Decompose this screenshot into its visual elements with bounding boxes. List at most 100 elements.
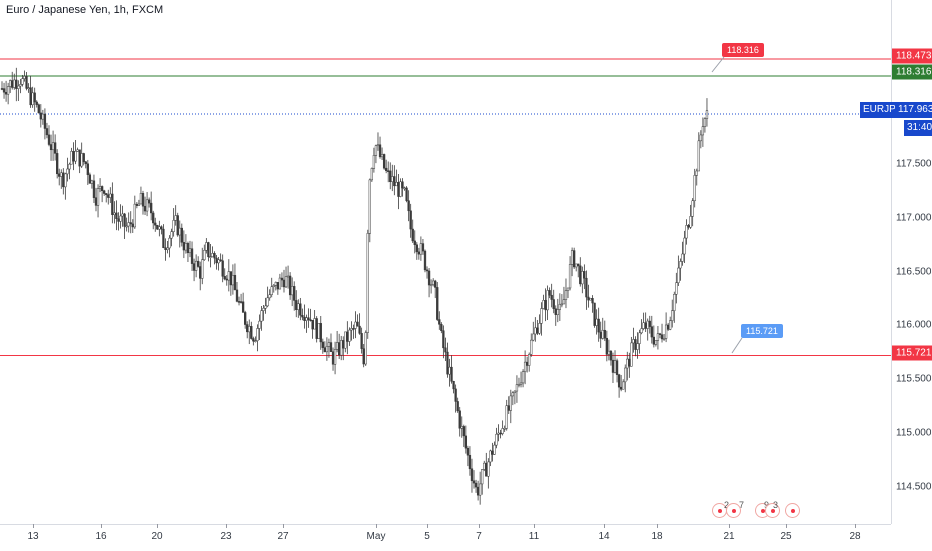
time-tick-mark [376,524,377,528]
candle [699,130,702,149]
candle [434,279,437,299]
candle [47,125,51,147]
candle [464,425,468,454]
price-axis[interactable] [891,0,932,524]
candle [90,179,94,189]
candle [111,182,114,224]
candle [380,147,384,161]
candle [260,306,263,331]
time-tick-label: 13 [27,531,39,542]
candle [172,208,175,237]
candle [389,162,392,190]
candle [564,278,568,309]
candle [43,108,47,140]
candle [607,339,611,361]
candle [634,336,637,357]
candle [640,319,643,335]
resistance-callout[interactable]: 118.316 [722,43,764,57]
candle [178,220,181,248]
candle [313,310,316,330]
candle [440,322,443,334]
candle [679,258,682,281]
time-tick-label: 20 [151,531,163,542]
candle [133,195,136,229]
candle [11,71,14,90]
candle [479,471,482,505]
candle [493,441,496,456]
candle [673,291,676,323]
candle [485,452,488,477]
candle [15,67,18,102]
candle [632,327,635,353]
time-tick-mark [604,524,605,528]
candle [209,244,212,268]
event-marker[interactable] [785,503,800,518]
candle [664,312,668,343]
candle [624,364,627,393]
candle [593,302,596,328]
candle [550,283,553,308]
time-tick-mark [534,524,535,528]
candle [156,224,159,230]
candle [530,333,533,357]
candle [630,336,633,367]
candle [291,277,294,307]
candle [372,147,376,173]
candle [683,230,686,264]
time-tick-mark [283,524,284,528]
candle [448,358,451,387]
candle [2,82,6,99]
candle [215,254,218,270]
candle [217,256,220,271]
candle [258,314,261,340]
time-tick-label: 7 [476,531,482,542]
candle [581,266,584,294]
candle [454,384,457,413]
candle [203,244,206,261]
candle [444,337,447,362]
candle [517,377,521,388]
candle [364,330,367,366]
candle [94,187,98,212]
candle [562,286,566,305]
candle [511,391,515,406]
candle [538,314,541,335]
resistance-price-badge: 118.473 [892,48,932,64]
candle [660,323,664,343]
candle [23,70,26,82]
event-marker[interactable] [726,503,741,518]
candle [636,332,639,359]
support-callout[interactable]: 115.721 [741,324,783,338]
candle [417,247,421,260]
candle [268,289,271,301]
candle [340,335,343,361]
candle [293,281,296,311]
candle [107,189,110,205]
candle [121,205,124,227]
event-marker[interactable] [765,503,780,518]
candle [221,254,224,283]
candle [693,168,696,208]
candle [335,330,339,353]
time-tick-label: 27 [277,531,289,542]
candle [276,282,280,295]
candle [346,321,349,355]
price-plot[interactable] [0,0,891,524]
candle [568,256,572,291]
callout-pointer [731,337,743,354]
candle [542,294,545,310]
candle [501,420,504,436]
candle [687,223,690,230]
candle [309,308,312,322]
time-axis[interactable] [0,524,891,551]
price-tick-label: 115.500 [896,373,932,385]
candle [701,117,705,147]
candle [370,167,374,182]
symbol-badge: EURJPY [860,102,906,118]
candle [382,153,386,170]
time-tick-label: 25 [780,531,792,542]
candle [21,75,24,87]
candle [348,327,351,346]
candle [297,299,300,318]
